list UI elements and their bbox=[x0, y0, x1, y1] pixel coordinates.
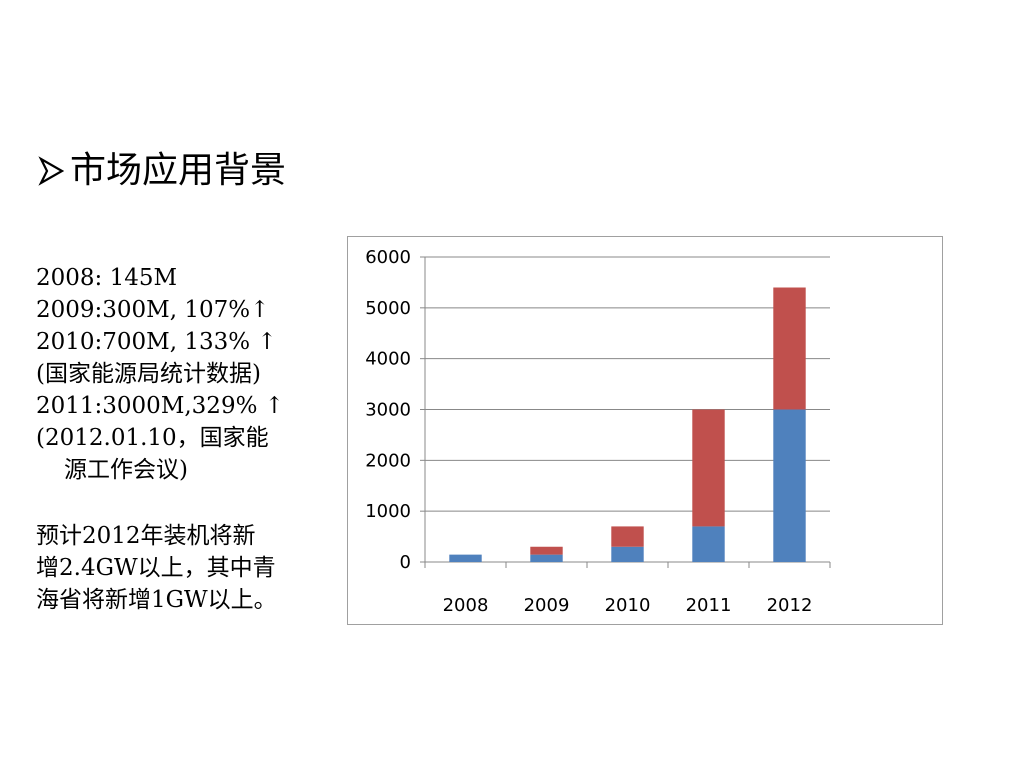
bar-2011-series-2 bbox=[692, 409, 725, 527]
x-tick-label-2010: 2010 bbox=[605, 595, 651, 616]
note-line-source-meeting: (2012.01.10，国家能 bbox=[36, 425, 269, 451]
note-line-source-nea: (国家能源局统计数据) bbox=[36, 361, 261, 387]
y-tick-label: 3000 bbox=[365, 400, 411, 421]
y-tick-label: 5000 bbox=[365, 298, 411, 319]
y-tick-label: 6000 bbox=[365, 247, 411, 268]
bar-2012-series-1 bbox=[773, 409, 806, 562]
x-tick-label-2009: 2009 bbox=[524, 595, 570, 616]
x-tick-label-2008: 2008 bbox=[443, 595, 489, 616]
y-tick-label: 0 bbox=[400, 552, 411, 573]
bar-2010-series-2 bbox=[611, 526, 644, 547]
bar-2009-series-2 bbox=[530, 546, 563, 555]
bar-2008-series-1 bbox=[449, 554, 482, 562]
slide-title: 市场应用背景 bbox=[38, 146, 286, 196]
stacked-bar-chart: 0 1000 2000 3000 4000 5000 6000 2008 2009 2010 201… bbox=[365, 247, 831, 616]
forecast-line-2: 增2.4GW以上，其中青 bbox=[36, 555, 276, 581]
bar-2012-series-2 bbox=[773, 287, 806, 410]
bar-2009-series-1 bbox=[530, 554, 563, 562]
x-tick-label-2011: 2011 bbox=[686, 595, 732, 616]
installation-chart: 0 1000 2000 3000 4000 5000 6000 2008 2009 2010 201… bbox=[347, 236, 943, 625]
bar-2010-series-1 bbox=[611, 546, 644, 562]
forecast-line-1: 预计2012年装机将新 bbox=[36, 523, 256, 549]
statistics-notes: 2008: 145M 2009:300M, 107%↑ 2010:700M, 1… bbox=[36, 262, 336, 616]
note-line-2008: 2008: 145M bbox=[36, 265, 178, 291]
note-line-source-meeting-cont: 源工作会议) bbox=[64, 457, 188, 483]
note-line-2010: 2010:700M, 133% ↑ bbox=[36, 329, 277, 355]
x-tick-label-2012: 2012 bbox=[767, 595, 813, 616]
note-line-2011: 2011:3000M,329% ↑ bbox=[36, 393, 285, 419]
note-line-2009: 2009:300M, 107%↑ bbox=[36, 297, 270, 323]
y-tick-label: 2000 bbox=[365, 450, 411, 471]
y-tick-label: 1000 bbox=[365, 501, 411, 522]
forecast-line-3: 海省将新增1GW以上。 bbox=[36, 587, 277, 613]
bar-2011-series-1 bbox=[692, 526, 725, 562]
y-tick-label: 4000 bbox=[365, 349, 411, 370]
slide-title-text: 市场应用背景 bbox=[70, 150, 287, 191]
arrow-bullet-icon bbox=[38, 156, 64, 186]
